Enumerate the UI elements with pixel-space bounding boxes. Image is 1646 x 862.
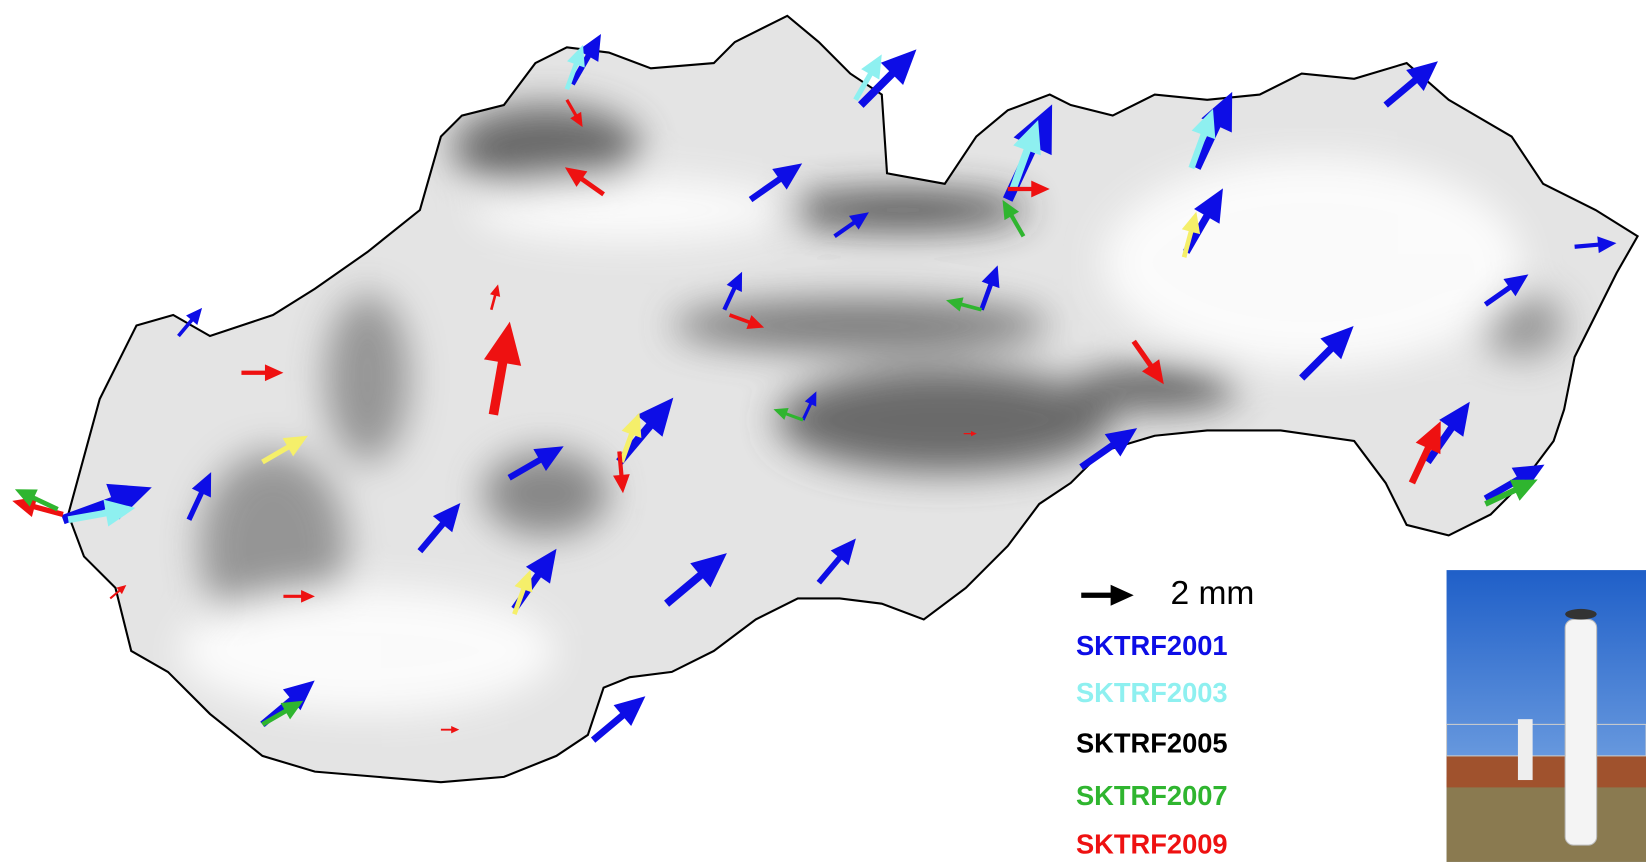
photo-box — [1518, 719, 1533, 780]
legend-item: SKTRF2009 — [1076, 828, 1228, 859]
scale-label: 2 mm — [1170, 575, 1254, 612]
legend-item: SKTRF2007 — [1076, 780, 1228, 811]
scale-arrow — [1081, 585, 1133, 606]
photo-ground — [1447, 777, 1646, 862]
legend-item: SKTRF2001 — [1076, 630, 1228, 661]
photo-pillar — [1565, 619, 1596, 845]
legend-items: SKTRF2001 SKTRF2003 SKTRF2005 SKTRF2007 SKTR… — [1076, 630, 1228, 859]
legend: 2 mm SKTRF2001SKTRF2003SKTRF2005SKTRF200… — [1076, 575, 1254, 859]
legend-item: SKTRF2005 — [1076, 728, 1228, 759]
photo — [1447, 570, 1646, 862]
legend-item: SKTRF2003 — [1076, 677, 1228, 708]
arrow — [850, 38, 928, 116]
photo-antenna — [1565, 609, 1596, 619]
relief — [0, 0, 1646, 862]
map: 2 mm SKTRF2001SKTRF2003SKTRF2005SKTRF200… — [0, 0, 1646, 862]
photo-wall — [1447, 756, 1646, 787]
